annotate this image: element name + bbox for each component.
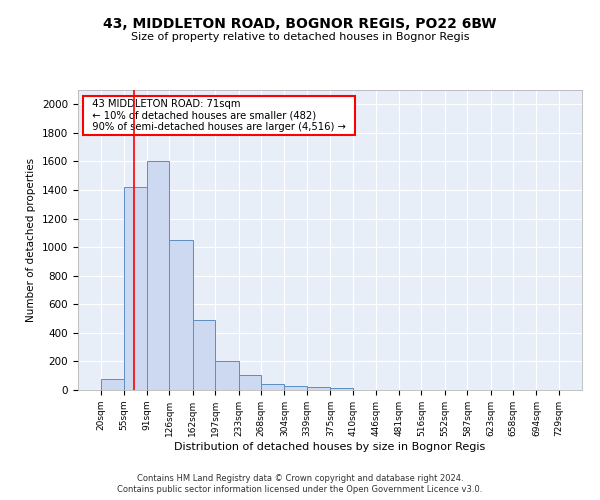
Bar — [124, 187, 147, 390]
Y-axis label: Number of detached properties: Number of detached properties — [26, 158, 37, 322]
Bar — [307, 387, 331, 390]
Bar — [193, 320, 215, 390]
Bar — [101, 378, 124, 390]
Text: 43, MIDDLETON ROAD, BOGNOR REGIS, PO22 6BW: 43, MIDDLETON ROAD, BOGNOR REGIS, PO22 6… — [103, 18, 497, 32]
X-axis label: Distribution of detached houses by size in Bognor Regis: Distribution of detached houses by size … — [175, 442, 485, 452]
Bar — [239, 375, 261, 390]
Bar — [169, 240, 193, 390]
Text: Contains HM Land Registry data © Crown copyright and database right 2024.
Contai: Contains HM Land Registry data © Crown c… — [118, 474, 482, 494]
Bar — [284, 386, 307, 390]
Bar — [261, 384, 284, 390]
Text: Size of property relative to detached houses in Bognor Regis: Size of property relative to detached ho… — [131, 32, 469, 42]
Bar — [147, 162, 169, 390]
Bar — [331, 388, 353, 390]
Bar — [215, 360, 239, 390]
Text: 43 MIDDLETON ROAD: 71sqm  
  ← 10% of detached houses are smaller (482)  
  90% : 43 MIDDLETON ROAD: 71sqm ← 10% of detach… — [86, 99, 352, 132]
